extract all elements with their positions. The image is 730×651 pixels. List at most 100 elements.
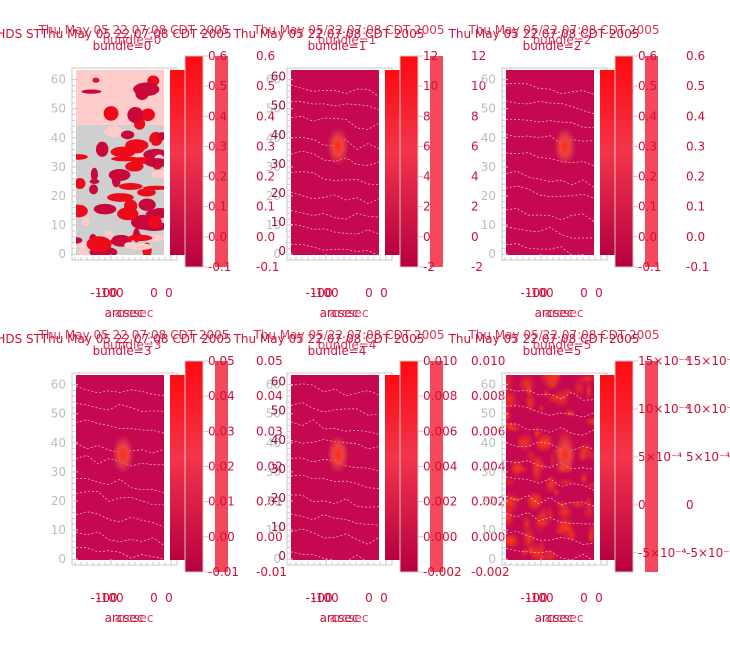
map-patch [138, 198, 156, 211]
colorbar-inner [385, 375, 403, 560]
map-blob [546, 392, 561, 404]
panel-subtitle-dup: bundle=4 [318, 338, 377, 352]
source-peak [327, 435, 349, 474]
map-blob [564, 408, 576, 418]
y-tick-label: 0 [58, 247, 66, 261]
y-tick-label: 30 [481, 465, 496, 479]
map-background [506, 70, 594, 255]
y-tick-label-dup: 60 [271, 375, 286, 389]
map-patch [90, 167, 98, 182]
x-axis-label: arcsec [105, 611, 144, 625]
map-patch [104, 230, 114, 241]
panel-3-map [76, 375, 164, 560]
cbar-tick-label: 0.002 [423, 495, 457, 509]
cbar-tick-label-outer: 0.5 [256, 79, 275, 93]
y-tick-label: 0 [488, 552, 496, 566]
panel-title: HDS STThu May 05 22 07:08 CDT 2005 [0, 27, 232, 41]
x-tick-label: -100 [96, 286, 123, 300]
cbar-tick-label: 12 [423, 49, 438, 63]
y-tick-label: 60 [481, 73, 496, 87]
cbar-tick-label: 0.4 [638, 109, 657, 123]
panel-title: Thu May 05 22 07:08 CDT 2005 [448, 27, 640, 41]
cbar-tick-label: 0.6 [638, 49, 657, 63]
x-tick-label: 0 [165, 286, 173, 300]
panel-4-map [291, 375, 379, 560]
panel-subtitle-dup: bundle=3 [103, 338, 162, 352]
y-tick-label-dup: 20 [271, 491, 286, 505]
colorbar-main [615, 56, 633, 267]
x-tick-label: -100 [90, 286, 117, 300]
x-tick-label: 0 [365, 591, 373, 605]
map-patch [77, 248, 89, 255]
colorbar-inner [170, 70, 188, 255]
map-patch [76, 154, 88, 160]
cbar-tick-label: 0.0 [638, 230, 657, 244]
x-axis-label-dup: arcsec [330, 306, 369, 320]
y-tick-label: 60 [51, 378, 66, 392]
panel-subtitle-dup: bundle=0 [103, 33, 162, 47]
contour-line [506, 530, 594, 545]
cbar-tick-label-outer: 2 [471, 200, 479, 214]
map-blob [584, 416, 594, 426]
cbar-tick-label-outer: 5×10⁻⁴ [686, 450, 730, 464]
panel-subtitle: bundle=0 [93, 39, 152, 53]
cbar-tick-label: 4 [423, 170, 431, 184]
cbar-tick-label-outer: 0.2 [256, 170, 275, 184]
x-tick-label: -100 [305, 286, 332, 300]
cbar-tick-label: 8 [423, 109, 431, 123]
cbar-tick-label: 0 [423, 230, 431, 244]
y-tick-label: 50 [266, 102, 281, 116]
colorbar-outer [645, 56, 658, 267]
cbar-tick-label-outer: 0.04 [256, 389, 283, 403]
y-tick-label: 30 [51, 160, 66, 174]
cbar-tick-label-outer: 0.002 [471, 495, 505, 509]
x-axis-label-dup: arcsec [545, 306, 584, 320]
y-tick-label: 0 [488, 247, 496, 261]
x-axis-label: arcsec [535, 611, 574, 625]
y-tick-label-dup: 40 [271, 433, 286, 447]
cbar-tick-label: 0.01 [208, 495, 235, 509]
y-tick-label: 40 [51, 436, 66, 450]
colorbar-main [400, 361, 418, 572]
cbar-tick-label: -0.1 [208, 260, 231, 274]
panel-title: Thu May 05 22 07:08 CDT 2005 [233, 27, 425, 41]
contour-line [291, 223, 379, 235]
cbar-tick-label-outer: 0.02 [256, 460, 283, 474]
contour-line [291, 474, 379, 490]
x-tick-label: 0 [150, 286, 158, 300]
contour-line [76, 511, 164, 528]
cbar-tick-label-outer: 10 [471, 79, 486, 93]
panel-subtitle: bundle=1 [308, 39, 367, 53]
map-blob [524, 391, 537, 414]
cbar-tick-label: 10 [423, 79, 438, 93]
cbar-tick-label-outer: 0.6 [686, 49, 705, 63]
contour-line [506, 405, 594, 418]
y-tick-label: 50 [51, 407, 66, 421]
map-patch [95, 141, 109, 157]
contour-line [291, 551, 379, 560]
map-patch [115, 70, 125, 84]
map-patch [117, 207, 139, 221]
map-blob [542, 548, 558, 560]
map-patch [150, 170, 164, 179]
map-blob [578, 444, 589, 461]
cbar-tick-label: 0.5 [208, 79, 227, 93]
contour-line [291, 115, 379, 130]
map-patch [135, 70, 149, 81]
contour-line [76, 547, 164, 560]
cbar-tick-label-outer: 0.0 [256, 230, 275, 244]
cbar-tick-label: 0.3 [208, 139, 227, 153]
map-patch [145, 209, 164, 219]
x-tick-label: -100 [526, 591, 553, 605]
cbar-tick-label-outer: 0.6 [256, 49, 275, 63]
map-patch [76, 177, 86, 189]
map-patch [127, 234, 153, 242]
cbar-tick-label-outer: 0.1 [686, 200, 705, 214]
map-patch [157, 132, 164, 141]
cbar-tick-label: 0.2 [638, 170, 657, 184]
map-blob [568, 500, 588, 509]
x-tick-label: 0 [150, 591, 158, 605]
panel-title-dup: Thu May 05/22 07:08 CDT 2005 [467, 328, 659, 342]
map-blob [556, 478, 576, 486]
